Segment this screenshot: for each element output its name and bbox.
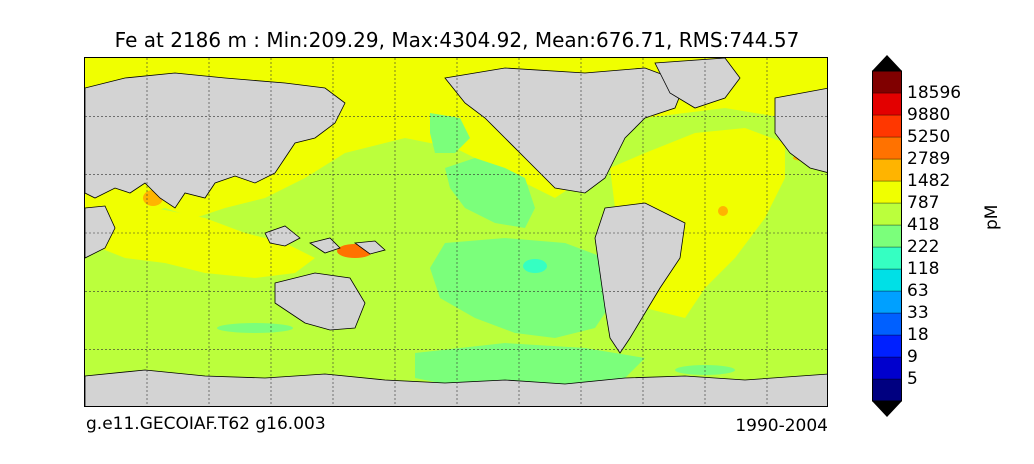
map-canvas	[85, 58, 827, 406]
map-gridlines	[85, 58, 827, 406]
colorbar-frame	[872, 70, 902, 402]
field-indian-green	[217, 323, 293, 333]
plot-title: Fe at 2186 m : Min:209.29, Max:4304.92, …	[114, 28, 800, 52]
land-greenland	[654, 58, 741, 109]
colorbar-tick-label: 222	[907, 237, 940, 257]
colorbar-swatch	[871, 312, 903, 336]
map-panel	[84, 57, 828, 407]
colorbar-tick-label: 9880	[907, 105, 951, 125]
land-australia	[274, 272, 366, 331]
colorbar-tick-label: 33	[907, 303, 929, 323]
land-europe-east	[774, 87, 827, 173]
colorbar-tick-label: 1482	[907, 171, 951, 191]
land-eurasia	[85, 72, 346, 209]
field-south-pacific-green	[430, 238, 615, 338]
colorbar-swatch	[871, 158, 903, 182]
colorbar-swatch	[871, 246, 903, 270]
colorbar-tick-label: 9	[907, 347, 918, 367]
land-africa	[85, 205, 116, 259]
colorbar	[871, 55, 903, 417]
colorbar-swatch	[871, 180, 903, 204]
colorbar-swatch	[871, 268, 903, 292]
colorbar-swatch	[871, 356, 903, 380]
field-pacific-green	[445, 158, 535, 228]
colorbar-tick-label: 5	[907, 369, 918, 389]
colorbar-swatch	[871, 290, 903, 314]
colorbar-tick-label: 2789	[907, 149, 951, 169]
colorbar-extend-max	[872, 55, 902, 71]
land-south-america	[594, 202, 686, 354]
field-north-pacific-green	[430, 113, 470, 153]
colorbar-swatch	[871, 202, 903, 226]
colorbar-swatch	[871, 334, 903, 358]
colorbar-svg	[871, 55, 903, 417]
colorbar-swatch	[871, 378, 903, 402]
model-run-label: g.e11.GECOIAF.T62 g16.003	[86, 414, 326, 434]
colorbar-swatch	[871, 114, 903, 138]
field-southern-green	[415, 343, 645, 388]
period-label: 1990-2004	[735, 416, 828, 436]
colorbar-unit: pM	[982, 204, 1002, 230]
colorbar-swatch	[871, 92, 903, 116]
colorbar-swatch	[871, 70, 903, 94]
colorbar-tick-label: 18	[907, 325, 929, 345]
colorbar-tick-label: 63	[907, 281, 929, 301]
colorbar-tick-label: 418	[907, 215, 940, 235]
field-indian-yellow	[100, 208, 315, 278]
field-teal-patch	[523, 259, 547, 273]
land-antarctica	[85, 369, 827, 406]
colorbar-tick-label: 18596	[907, 83, 962, 103]
colorbar-tick-label: 5250	[907, 127, 951, 147]
colorbar-tick-label: 118	[907, 259, 940, 279]
colorbar-tick-label: 787	[907, 193, 940, 213]
colorbar-swatch	[871, 136, 903, 160]
colorbar-extend-min	[872, 401, 902, 417]
land-indonesia	[264, 225, 386, 255]
field-atlantic-orange	[718, 206, 728, 216]
colorbar-swatch	[871, 224, 903, 248]
land-north-america	[444, 67, 686, 194]
